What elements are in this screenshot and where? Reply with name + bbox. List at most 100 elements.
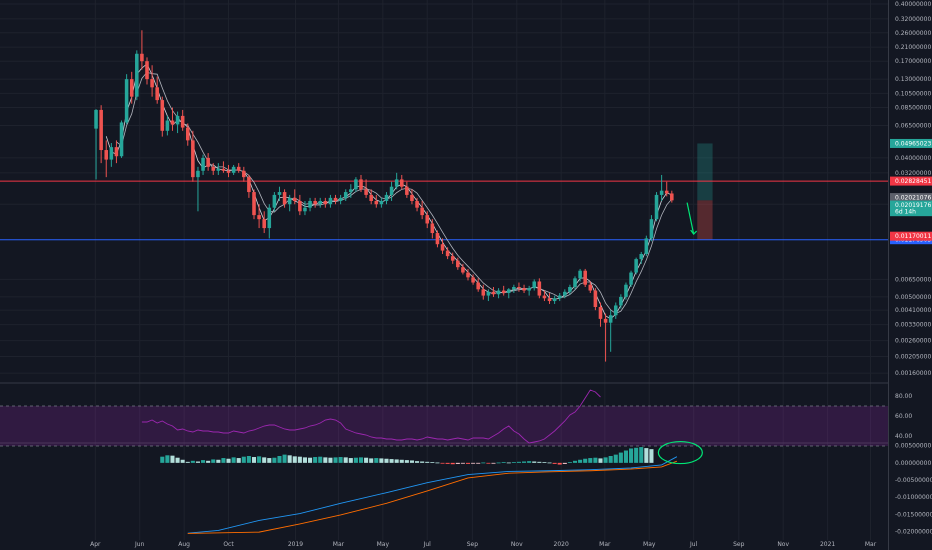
y-tick-label: 0.04000000	[895, 155, 931, 162]
candle-body	[287, 197, 292, 205]
candle-body	[654, 194, 659, 220]
price-tag-label: 0.02021076	[895, 195, 931, 202]
grid-lines	[0, 0, 888, 540]
candle-body	[629, 272, 633, 285]
price-tag	[890, 138, 932, 148]
candle-body	[369, 194, 373, 201]
macd-histogram-bar	[185, 461, 190, 463]
candle-body	[328, 197, 333, 205]
candle-body	[267, 207, 272, 229]
candle-body	[318, 200, 323, 205]
candle-body	[435, 233, 440, 245]
candle-body	[129, 79, 134, 97]
x-tick-label: 2021	[820, 541, 835, 548]
candle-body	[374, 200, 379, 205]
candle-body	[384, 194, 389, 201]
candle-body	[211, 166, 216, 171]
macd-histogram-bar	[481, 462, 486, 464]
candle-body	[547, 298, 552, 302]
macd-histogram-bar	[460, 462, 465, 464]
y-tick-label: 0.13000000	[895, 76, 931, 83]
rsi-tick-label: 40.00	[895, 433, 912, 440]
macd-histogram-bar	[236, 458, 241, 463]
macd-histogram-bar	[323, 457, 328, 463]
macd-histogram-bar	[547, 462, 552, 464]
macd-histogram-bar	[343, 457, 348, 463]
macd-histogram-bar	[348, 458, 353, 463]
macd-histogram-bar	[318, 456, 323, 463]
macd-histogram-bar	[221, 458, 226, 463]
y-tick-label: 0.00205000	[895, 354, 931, 361]
macd-histogram-bar	[476, 462, 481, 464]
macd-histogram-bar	[598, 458, 603, 463]
macd-histogram-bar	[277, 456, 282, 463]
macd-tick-label: -0.01500000	[895, 511, 932, 518]
candle-body	[313, 200, 317, 205]
macd-histogram-bar	[516, 461, 521, 463]
candle-body	[257, 215, 261, 220]
macd-histogram-bar	[613, 454, 618, 463]
candle-body	[252, 192, 256, 216]
candle-body	[394, 179, 399, 187]
candle-body	[119, 122, 124, 157]
macd-histogram-bar	[358, 457, 364, 463]
candle-body	[308, 200, 312, 208]
candle-body	[359, 179, 363, 190]
macd-histogram-bar	[287, 455, 292, 463]
candle-body	[226, 170, 231, 173]
candle-body	[563, 291, 567, 296]
candle-body	[410, 194, 414, 201]
macd-signal-line	[187, 460, 678, 534]
macd-histogram-bar	[369, 458, 374, 463]
position-stop-zone	[697, 200, 713, 240]
x-tick-label: Mar	[865, 541, 877, 548]
candle-body	[298, 200, 302, 212]
candle-body	[94, 109, 98, 129]
price-tag-label: 0.01170011	[895, 233, 931, 240]
candle-body	[461, 267, 465, 273]
macd-histogram-bar	[170, 455, 175, 463]
macd-histogram-bar	[211, 459, 216, 463]
x-tick-label: Mar	[333, 541, 345, 548]
candle-body	[170, 120, 175, 125]
macd-histogram-bar	[608, 456, 613, 463]
candle-body	[349, 189, 353, 193]
macd-histogram-bar	[160, 456, 165, 463]
candle-body	[180, 115, 185, 128]
candle-body	[445, 250, 450, 257]
x-tick-label: Aug	[178, 541, 190, 548]
macd-histogram-bar	[557, 462, 562, 465]
price-tag-label: 0.02019176	[895, 202, 931, 209]
macd-histogram-bar	[313, 457, 318, 463]
macd-histogram-bar	[394, 459, 399, 463]
macd-histogram-bar	[562, 462, 567, 464]
macd-histogram-bar	[353, 457, 358, 463]
macd-histogram-bar	[415, 461, 420, 463]
candle-body	[430, 223, 435, 234]
y-tick-label: 0.17000000	[895, 58, 931, 65]
macd-histogram-bar	[491, 462, 496, 464]
candle-body	[236, 166, 241, 171]
candle-body	[588, 284, 593, 291]
candle-body	[135, 53, 139, 97]
candle-body	[491, 291, 496, 295]
macd-histogram-bar	[216, 459, 221, 463]
y-tick-label: 0.26000000	[895, 30, 931, 37]
macd-histogram-bar	[440, 462, 445, 464]
x-tick-label: Jul	[689, 541, 698, 548]
candle-body	[196, 170, 200, 178]
candle-body	[160, 100, 165, 131]
candle-body	[333, 197, 338, 201]
candle-body	[114, 147, 119, 157]
candle-body	[522, 288, 526, 291]
candle-body	[282, 192, 287, 205]
macd-histogram-bar	[328, 457, 333, 463]
y-tick-label: 0.00160000	[895, 370, 931, 377]
macd-histogram-bar	[180, 459, 185, 463]
macd-histogram-bar	[486, 462, 491, 464]
macd-tick-label: -0.00500000	[895, 477, 932, 484]
candle-body	[598, 306, 603, 319]
y-tick-label: 0.00500000	[895, 294, 931, 301]
macd-histogram-bar	[527, 461, 532, 463]
